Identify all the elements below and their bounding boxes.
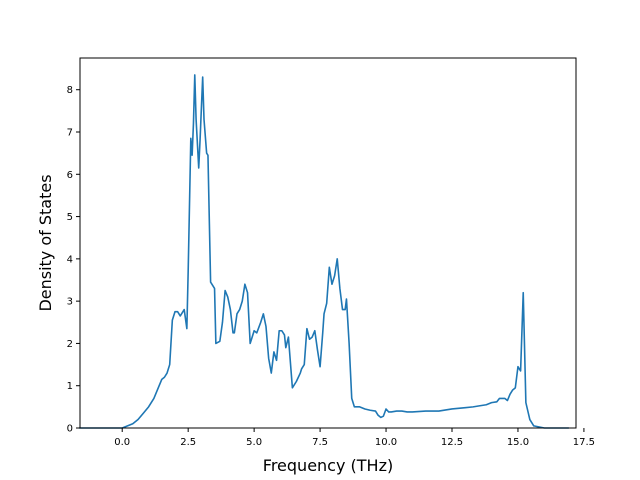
x-tick-label: 7.5 [312, 437, 328, 448]
x-tick-label: 17.5 [573, 437, 595, 448]
y-tick-label: 2 [67, 339, 73, 350]
y-tick-label: 6 [67, 170, 73, 181]
x-tick-label: 12.5 [441, 437, 463, 448]
x-tick-label: 15.0 [507, 437, 529, 448]
dos-series-line [79, 74, 569, 429]
y-tick-label: 3 [67, 297, 73, 308]
y-tick-label: 4 [67, 254, 73, 265]
y-tick-label: 5 [67, 212, 73, 223]
x-tick-label: 0.0 [114, 437, 130, 448]
x-axis-label: Frequency (THz) [263, 456, 393, 475]
x-tick-label: 5.0 [246, 437, 262, 448]
plot-area [80, 58, 576, 428]
x-tick-label: 2.5 [180, 437, 196, 448]
y-tick-label: 8 [67, 85, 73, 96]
plot-frame [79, 57, 577, 429]
y-tick-label: 7 [67, 128, 73, 139]
y-tick-label: 1 [67, 381, 73, 392]
y-tick-label: 0 [67, 424, 73, 435]
x-tick-label: 10.0 [375, 437, 397, 448]
y-axis-ticks: 0 1 2 3 4 5 6 7 8 [67, 85, 80, 435]
series-layer [79, 74, 569, 429]
y-axis-label: Density of States [36, 174, 55, 311]
x-axis-ticks: 0.0 2.5 5.0 7.5 10.0 12.5 15.0 17.5 [114, 428, 595, 448]
